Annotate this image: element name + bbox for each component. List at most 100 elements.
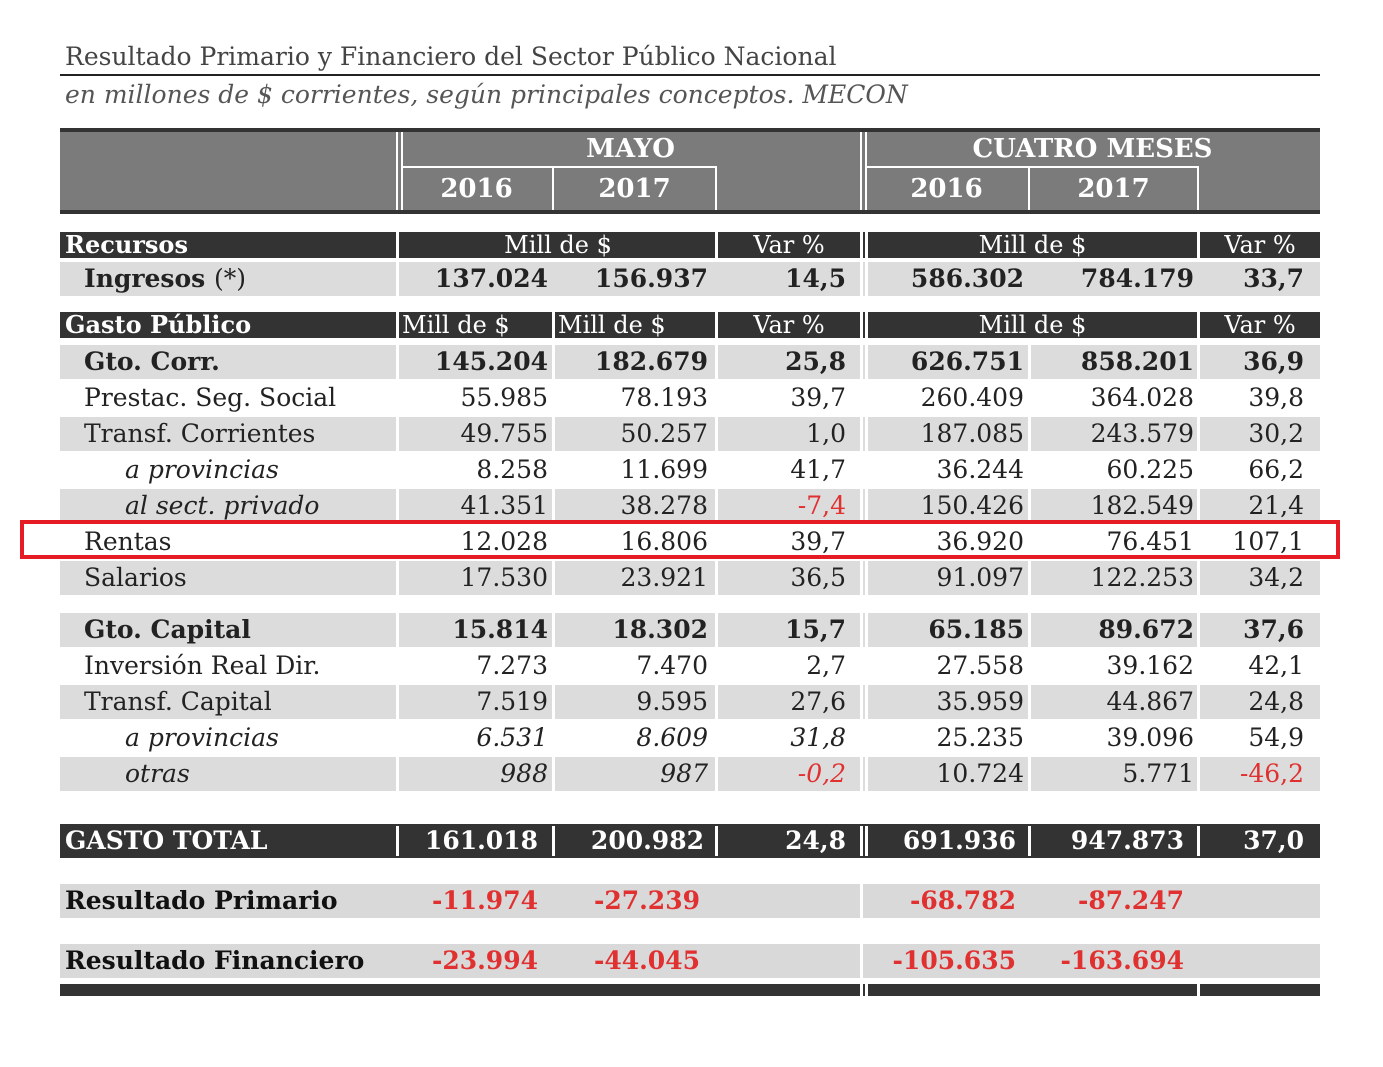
table-subtitle: en millones de $ corrientes, según princ… [65, 80, 908, 109]
cell-cm-2016: 35.959 [936, 687, 1024, 716]
rp-mayo-2017: -27.239 [593, 886, 700, 915]
table-row: otras 988 987 -0,2 10.724 5.771 -46,2 [60, 757, 1320, 791]
ingresos-mayo-var: 14,5 [785, 264, 846, 293]
cell-mayo-var: 2,7 [806, 651, 846, 680]
ingresos-cm-2016: 586.302 [910, 264, 1024, 293]
gasto-mill-mayo-2017: Mill de $ [558, 311, 666, 339]
resultado-financiero-row: Resultado Financiero -23.994 -44.045 -10… [60, 944, 1320, 978]
cell-cm-2017: 39.096 [1106, 723, 1194, 752]
row-label: al sect. privado [125, 491, 320, 520]
cell-cm-2016: 10.724 [936, 759, 1024, 788]
cell-cm-2017: 5.771 [1122, 759, 1194, 788]
cell-mayo-var: 1,0 [806, 419, 846, 448]
cell-mayo-var: 39,7 [790, 383, 846, 412]
cell-mayo-2017: 8.609 [636, 723, 708, 752]
table-title: Resultado Primario y Financiero del Sect… [65, 42, 837, 71]
cell-cm-2016: 187.085 [920, 419, 1024, 448]
cell-cm-2016: 36.244 [936, 455, 1024, 484]
cell-cm-2016: 260.409 [920, 383, 1024, 412]
cell-mayo-2017: 50.257 [620, 419, 708, 448]
rentas-highlight-box [20, 520, 1340, 559]
cell-cm-var: 39,8 [1248, 383, 1304, 412]
cell-mayo-2016: 15.814 [452, 615, 548, 644]
section-bar-gasto: Gasto Público Mill de $ Mill de $ Var % … [60, 312, 1320, 338]
table-row: al sect. privado 41.351 38.278 -7,4 150.426 1… [60, 489, 1320, 523]
header-bottom-rule [60, 210, 1320, 214]
resultado-financiero-label: Resultado Financiero [65, 946, 365, 975]
row-label: Rentas [84, 527, 172, 556]
recursos-mill-mayo: Mill de $ [504, 231, 612, 259]
cell-cm-var: 66,2 [1248, 455, 1304, 484]
cell-mayo-2016: 41.351 [460, 491, 548, 520]
cell-mayo-var: 39,7 [790, 527, 846, 556]
cell-mayo-var: 15,7 [785, 615, 846, 644]
section-bar-recursos: Recursos Mill de $ Var % Mill de $ Var % [60, 232, 1320, 258]
header-mayo-2017: 2017 [598, 174, 671, 204]
ingresos-mayo-2016: 137.024 [434, 264, 548, 293]
cell-cm-2016: 626.751 [910, 347, 1024, 376]
row-label: Transf. Capital [84, 687, 272, 716]
cell-mayo-var: 27,6 [790, 687, 846, 716]
header-cm-2016: 2016 [910, 174, 983, 204]
cell-mayo-2017: 182.679 [594, 347, 708, 376]
table-row: a provincias 8.258 11.699 41,7 36.244 60.225 6… [60, 453, 1320, 487]
table-bottom-rule [60, 984, 1320, 996]
cell-mayo-2016: 49.755 [460, 419, 548, 448]
rf-cm-2017: -163.694 [1060, 946, 1184, 975]
rf-cm-2016: -105.635 [892, 946, 1016, 975]
total-cm-2017: 947.873 [1070, 826, 1184, 855]
cell-cm-var: 30,2 [1248, 419, 1304, 448]
cell-cm-2017: 122.253 [1090, 563, 1194, 592]
title-rule [60, 74, 1320, 76]
table-row: Salarios 17.530 23.921 36,5 91.097 122.253 34,… [60, 561, 1320, 595]
rp-cm-2017: -87.247 [1077, 886, 1184, 915]
cell-mayo-2017: 11.699 [620, 455, 708, 484]
row-label: Ingresos (*) [84, 264, 246, 293]
cell-mayo-var: 41,7 [790, 455, 846, 484]
table-row: Gto. Capital 15.814 18.302 15,7 65.185 89.672… [60, 613, 1320, 647]
gasto-total-row: GASTO TOTAL 161.018 200.982 24,8 691.936… [60, 824, 1320, 858]
rf-mayo-2016: -23.994 [431, 946, 538, 975]
section-label-gasto: Gasto Público [65, 310, 252, 339]
table-row: Transf. Capital 7.519 9.595 27,6 35.959 44.86… [60, 685, 1320, 719]
cell-mayo-var: -0,2 [797, 759, 846, 788]
cell-cm-var: 37,6 [1243, 615, 1304, 644]
cell-mayo-2017: 7.470 [636, 651, 708, 680]
cell-cm-var: 42,1 [1248, 651, 1304, 680]
cell-cm-2017: 39.162 [1106, 651, 1194, 680]
cell-cm-2016: 91.097 [936, 563, 1024, 592]
recursos-var-cm: Var % [1224, 231, 1296, 259]
header-mayo-2016: 2016 [440, 174, 513, 204]
row-label: a provincias [125, 455, 279, 484]
cell-cm-2017: 60.225 [1106, 455, 1194, 484]
recursos-var-mayo: Var % [753, 231, 825, 259]
cell-mayo-var: 31,8 [790, 723, 846, 752]
table-row: Transf. Corrientes 49.755 50.257 1,0 187.085… [60, 417, 1320, 451]
table-row: Inversión Real Dir. 7.273 7.470 2,7 27.558 39… [60, 649, 1320, 683]
row-label: otras [125, 759, 190, 788]
gasto-total-label: GASTO TOTAL [65, 826, 268, 855]
resultado-primario-row: Resultado Primario -11.974 -27.239 -68.7… [60, 884, 1320, 918]
rp-mayo-2016: -11.974 [431, 886, 538, 915]
cell-cm-var: 54,9 [1248, 723, 1304, 752]
table-row: Ingresos (*) 137.024 156.937 14,5 586.30… [60, 262, 1320, 296]
total-mayo-2016: 161.018 [424, 826, 538, 855]
total-cm-var: 37,0 [1243, 826, 1304, 855]
cell-mayo-var: 25,8 [785, 347, 846, 376]
cell-cm-var: 36,9 [1243, 347, 1304, 376]
cell-cm-2017: 858.201 [1080, 347, 1194, 376]
table-row: Rentas 12.028 16.806 39,7 36.920 76.451 107,1 [60, 525, 1320, 559]
table-header: MAYO CUATRO MESES 2016 2017 2016 2017 [60, 132, 1320, 212]
cell-mayo-2016: 6.531 [476, 723, 548, 752]
cell-mayo-2016: 7.273 [476, 651, 548, 680]
cell-cm-2016: 25.235 [936, 723, 1024, 752]
cell-cm-2017: 243.579 [1090, 419, 1194, 448]
cell-mayo-var: -7,4 [797, 491, 846, 520]
table-row: Prestac. Seg. Social 55.985 78.193 39,7 260.… [60, 381, 1320, 415]
gasto-var-mayo: Var % [753, 311, 825, 339]
cell-mayo-2017: 9.595 [636, 687, 708, 716]
ingresos-cm-2017: 784.179 [1080, 264, 1194, 293]
row-label: Salarios [84, 563, 187, 592]
cell-mayo-2016: 55.985 [460, 383, 548, 412]
row-label: Gto. Capital [84, 615, 251, 644]
